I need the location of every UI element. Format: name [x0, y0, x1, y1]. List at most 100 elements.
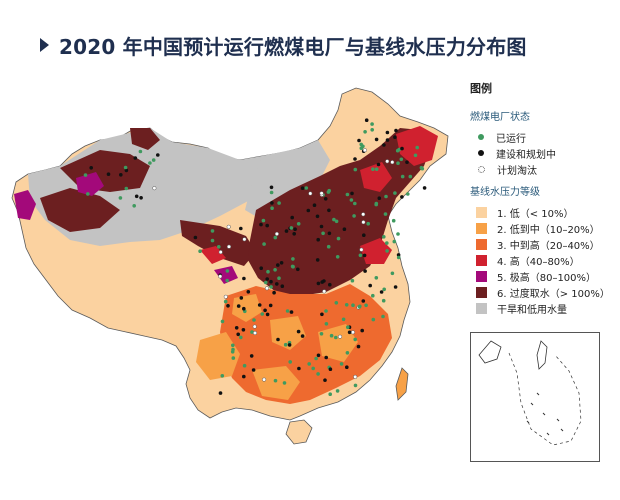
plant-operating [273, 235, 278, 240]
plant-operating [273, 378, 278, 383]
plant-operating [132, 204, 136, 208]
hollow-dot-icon [478, 165, 485, 173]
plant-operating [353, 337, 358, 342]
region-extreme-xj [76, 172, 104, 196]
legend: 图例 燃煤电厂状态 已运行 建设和规划中 计划淘汰 基线水压力等级 1. 低（<… [470, 80, 620, 316]
plant-operating [350, 278, 355, 283]
plant-operating [366, 221, 371, 226]
plant-operating [332, 217, 336, 222]
plant-operating [382, 287, 387, 292]
plant-operating [344, 303, 349, 307]
region-lowmid-guangxi [252, 366, 300, 400]
plant-building [218, 391, 223, 395]
plant-operating [282, 381, 287, 385]
plant-building [353, 157, 357, 161]
plant-building [276, 263, 280, 267]
power-plants-layer [83, 118, 427, 397]
plant-operating [277, 201, 281, 205]
plant-building [347, 330, 352, 335]
plant-operating [349, 198, 354, 202]
plant-operating [336, 236, 341, 241]
plant-building [236, 304, 241, 308]
plant-building [236, 332, 240, 337]
legend-row-stress: 2. 低到中（10–20%） [476, 220, 620, 236]
plant-building [316, 237, 321, 242]
plant-building [382, 143, 386, 147]
legend-label: 2. 低到中（10–20%） [497, 224, 600, 236]
plant-retire [226, 224, 231, 229]
plant-operating [361, 144, 365, 149]
plant-building [284, 229, 289, 233]
region-overdraw-xj3 [130, 128, 160, 150]
plant-building [362, 233, 366, 237]
plant-building [119, 173, 123, 177]
legend-heading: 图例 [470, 82, 492, 95]
plant-operating [382, 235, 386, 239]
plant-building [297, 366, 301, 371]
plant-operating [408, 174, 413, 179]
plant-operating [307, 362, 312, 366]
legend-row-stress: 6. 过度取水（> 100%） [476, 284, 620, 300]
plant-retire [390, 160, 395, 165]
legend-row-stress: 4. 高（40–80%） [476, 252, 620, 268]
plant-building [350, 191, 354, 196]
legend-row-stress: 1. 低（< 10%） [476, 204, 620, 220]
plant-operating [381, 314, 385, 319]
plant-building [296, 267, 300, 272]
plant-building [300, 186, 305, 190]
color-swatch [476, 302, 487, 314]
plant-retire [353, 374, 358, 379]
plant-building [241, 328, 246, 332]
plant-operating [283, 342, 288, 347]
plant-building [239, 226, 243, 231]
plant-building [328, 282, 332, 287]
plant-operating [296, 222, 301, 226]
plant-operating [339, 362, 344, 366]
title-bar: 2020 年中国预计运行燃煤电厂与基线水压力分布图 [40, 30, 527, 60]
plant-operating [392, 239, 397, 244]
plant-building [193, 235, 198, 240]
plant-building [379, 290, 384, 294]
plant-building [361, 299, 366, 303]
plant-building [300, 334, 305, 338]
plant-operating [225, 269, 230, 273]
region-extreme-west [14, 190, 36, 220]
inset-islands [526, 392, 564, 436]
plant-building [324, 355, 329, 360]
plant-retire [252, 330, 258, 336]
plant-retire [152, 186, 157, 191]
plant-building [323, 197, 328, 201]
inset-map [478, 340, 582, 446]
plant-building [259, 222, 263, 227]
plant-building [374, 137, 379, 142]
plant-operating [288, 360, 293, 364]
green-dot-icon [478, 134, 484, 140]
plant-building [279, 261, 284, 265]
plant-operating [151, 158, 156, 162]
plant-building [327, 208, 331, 213]
plant-building [106, 172, 111, 176]
plant-operating [210, 229, 215, 233]
plant-building [234, 326, 239, 330]
plant-operating [419, 165, 424, 170]
plant-building [400, 195, 404, 199]
plant-building [249, 354, 254, 358]
plant-operating [353, 383, 358, 388]
plant-operating [277, 276, 281, 280]
plant-operating [334, 335, 338, 340]
plant-operating [264, 280, 268, 285]
plant-operating [290, 264, 295, 269]
color-swatch [476, 286, 487, 298]
plant-retire [319, 191, 324, 196]
plant-operating [273, 268, 277, 272]
plant-building [368, 283, 373, 288]
plant-operating [231, 356, 236, 360]
legend-label: 干旱和低用水量 [497, 304, 567, 316]
plant-building [320, 312, 324, 317]
plant-retire [359, 247, 364, 252]
plant-building [292, 232, 297, 236]
legend-label: 建设和规划中 [496, 149, 556, 161]
plant-operating [374, 276, 379, 280]
page-title: 2020 年中国预计运行燃煤电厂与基线水压力分布图 [59, 34, 527, 59]
legend-label: 4. 高（40–80%） [497, 256, 580, 268]
